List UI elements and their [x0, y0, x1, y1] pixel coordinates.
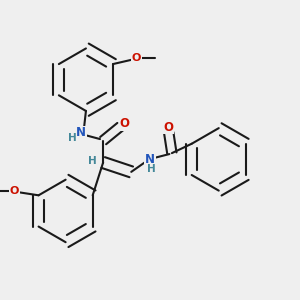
Text: N: N: [76, 126, 86, 139]
Text: N: N: [145, 153, 155, 166]
Text: O: O: [10, 186, 19, 196]
Text: O: O: [119, 117, 129, 130]
Text: O: O: [132, 53, 141, 63]
Text: H: H: [88, 156, 97, 166]
Text: H: H: [68, 134, 77, 143]
Text: H: H: [147, 164, 156, 174]
Text: O: O: [164, 121, 174, 134]
